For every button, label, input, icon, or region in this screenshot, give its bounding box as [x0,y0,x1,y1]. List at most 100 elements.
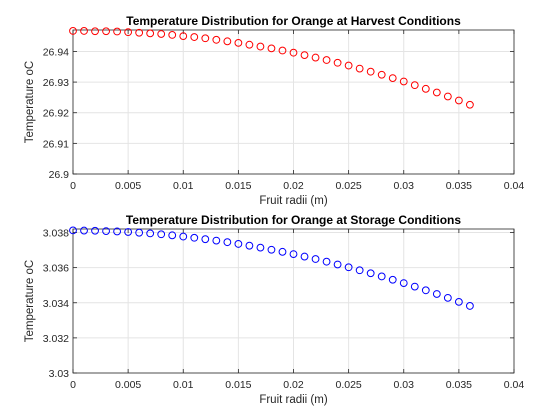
data-point [113,27,121,36]
x-axis-label: Fruit radii (m) [259,195,328,207]
data-point [157,230,166,239]
data-point [80,226,88,235]
chart-title: Temperature Distribution for Orange at S… [126,213,461,227]
data-point [135,228,144,237]
harvest-temperature-chart: 0 0.005 0.01 0.015 0.02 0.025 0.03 0.035 0.04 26.… [24,14,524,207]
x-tick-label: 0.03 [394,180,415,192]
x-tick-label: 0.005 [115,379,141,391]
storage-temperature-chart: 0 0.005 0.01 0.015 0.02 0.025 0.03 0.035 0.04 3.0… [24,213,524,406]
data-point [289,48,298,57]
data-point [399,77,408,86]
data-point [366,67,375,76]
data-point [421,286,430,295]
data-point [245,241,254,250]
data-point [234,240,243,248]
y-tick-label: 26.92 [43,108,69,120]
data-point [168,31,177,39]
data-point [201,34,210,43]
data-point [124,228,133,236]
data-point [443,92,452,101]
data-point [399,279,408,287]
x-tick-label: 0.025 [335,379,361,391]
y-tick-label: 3.036 [43,263,69,275]
data-point [454,96,463,105]
data-point [322,257,331,266]
y-tick-label: 3.032 [43,333,69,345]
x-tick-label: 0.015 [225,379,251,391]
data-point [333,260,342,269]
x-tick-label: 0.02 [283,180,304,192]
data-point [388,74,397,83]
data-point [201,235,210,244]
data-point [355,64,364,73]
data-point [432,88,441,97]
data-point [421,84,430,93]
data-point [179,32,188,41]
x-tick-label: 0.02 [283,379,304,391]
x-tick-label: 0.035 [446,180,472,192]
data-point [377,70,386,79]
x-tick-label: 0.03 [394,379,415,391]
y-tick-label: 3.034 [43,298,69,310]
data-point [267,44,276,53]
data-point [278,46,287,55]
data-point [69,27,77,35]
data-point [344,263,353,272]
data-point [146,229,155,238]
y-tick-label: 3.03 [49,368,70,380]
data-point [267,245,276,254]
data-point [190,33,199,41]
data-point [443,293,452,302]
data-point [454,297,463,306]
data-point [289,250,298,259]
data-point [366,269,375,278]
data-point [245,40,254,49]
data-point [91,226,99,235]
data-point [410,81,419,90]
x-tick-label: 0.025 [335,180,361,192]
data-point [135,28,144,37]
data-point [102,27,110,36]
data-point [377,272,386,281]
data-point [212,236,221,245]
data-point [157,30,166,38]
chart-title: Temperature Distribution for Orange at H… [126,14,461,28]
data-point [344,61,353,70]
data-point [311,53,320,62]
x-tick-label: 0.01 [173,180,194,192]
x-axis-label: Fruit radii (m) [259,394,328,406]
x-tick-label: 0.035 [446,379,472,391]
x-tick-label: 0.01 [173,379,194,391]
data-point [311,255,320,263]
data-point [190,233,199,242]
y-tick-label: 26.9 [49,169,70,181]
data-point [388,275,397,284]
data-point [223,238,232,247]
data-point [355,266,364,275]
x-tick-label: 0 [70,180,76,192]
data-point [212,35,221,44]
data-point [300,252,309,261]
data-point [432,290,441,298]
data-point [91,27,99,36]
data-point [102,227,110,236]
y-tick-label: 26.93 [43,77,69,89]
data-point [80,27,88,35]
data-point [179,232,188,241]
data-point [146,29,155,38]
y-tick-label: 3.038 [43,228,69,240]
x-tick-label: 0.04 [504,379,525,391]
data-point [168,231,177,240]
data-point [278,247,287,256]
x-tick-label: 0.005 [115,180,141,192]
x-tick-label: 0.015 [225,180,251,192]
x-tick-label: 0 [70,379,76,391]
data-point [223,37,232,46]
data-point [124,28,133,37]
data-point [300,51,309,60]
data-point [69,226,77,235]
data-point [113,227,121,236]
data-point [466,100,474,109]
y-tick-label: 26.91 [43,138,69,150]
